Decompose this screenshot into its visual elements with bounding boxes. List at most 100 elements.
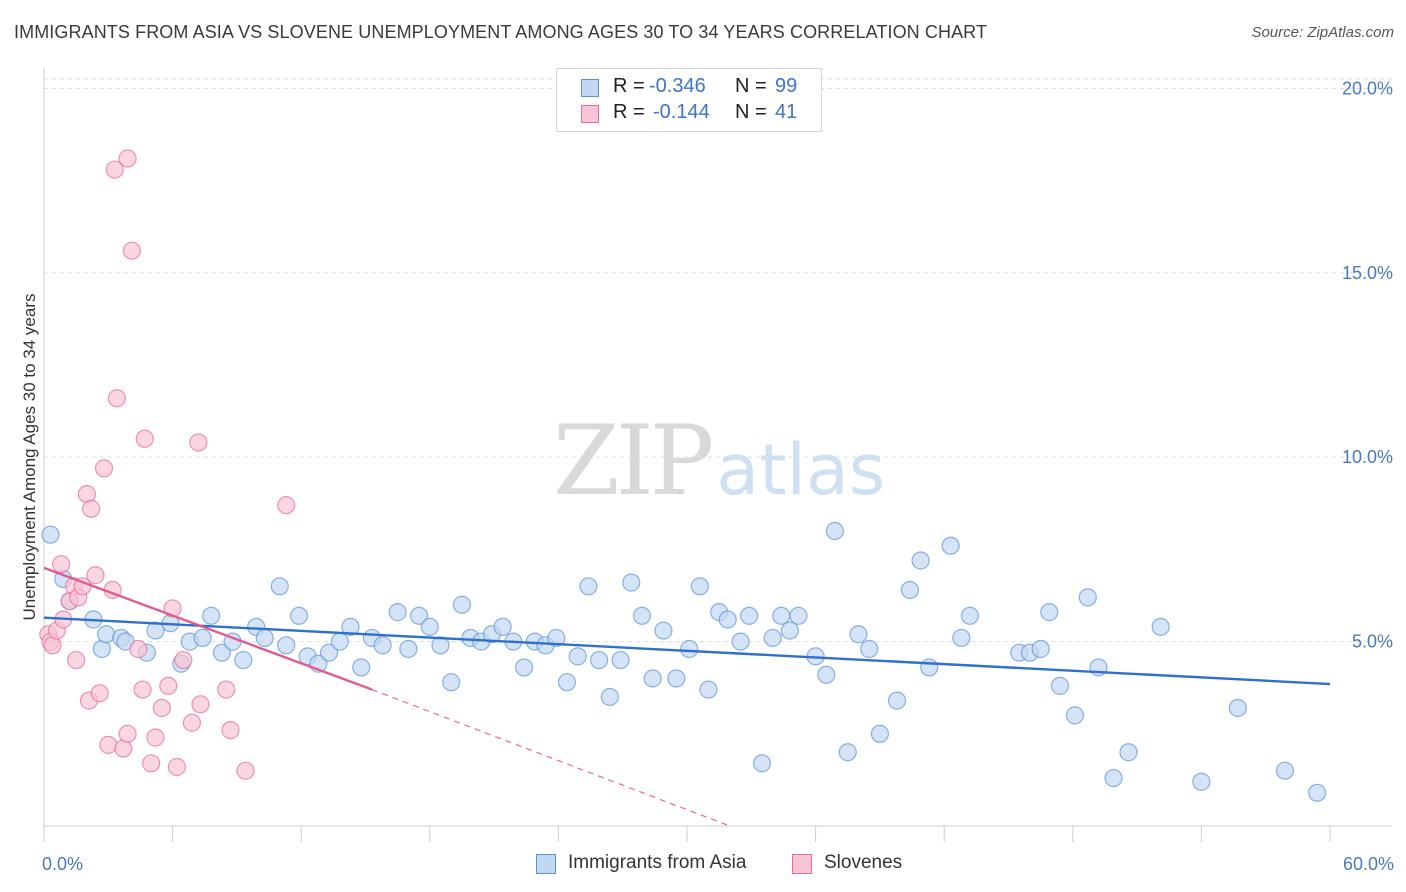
point-slovenes-38 [221,721,240,740]
chart-title: IMMIGRANTS FROM ASIA VS SLOVENE UNEMPLOY… [14,22,988,42]
point-asia-77 [887,691,907,710]
point-asia-31 [388,603,407,622]
point-asia-13 [193,628,212,648]
point-asia-17 [234,650,253,670]
point-slovenes-21 [118,724,137,743]
x-tick-label-0: 0.0% [42,854,83,874]
point-asia-73 [838,743,857,762]
trend-line-asia [43,616,1331,686]
point-slovenes-14 [86,566,105,585]
point-asia-35 [431,636,450,655]
point-slovenes-36 [191,695,210,714]
point-slovenes-8 [67,650,86,670]
point-asia-36 [442,673,461,692]
label-layer: 5.0% 10.0% 15.0% 20.0% 0.0% 60.0% [42,78,1394,874]
point-asia-20 [270,577,289,596]
point-asia-5 [97,625,116,644]
point-asia-78 [900,580,920,600]
point-slovenes-39 [217,680,236,699]
point-slovenes-27 [135,429,154,448]
y-tick-label-10: 10.0% [1342,447,1393,467]
point-asia-72 [825,521,844,541]
point-asia-86 [1031,639,1050,659]
axis-layer [43,68,1392,842]
asia-n-label: N = [735,75,767,97]
trend-line-slovenes-extension [371,688,731,827]
point-asia-67 [772,606,791,625]
slovenes-r-label: R = [613,101,645,123]
point-asia-93 [1119,743,1138,762]
point-asia-64 [740,606,759,625]
legend-slovenes-label: Slovenes [824,852,903,873]
point-slovenes-40 [236,761,255,780]
point-asia-9 [146,621,165,640]
point-asia-95 [1192,772,1211,791]
point-slovenes-24 [133,680,152,699]
point-slovenes-30 [152,698,171,718]
point-slovenes-17 [99,735,118,754]
point-slovenes-29 [146,728,165,747]
point-asia-48 [568,647,587,666]
point-asia-56 [654,621,673,640]
point-slovenes-16 [94,459,114,478]
point-asia-25 [319,643,339,662]
legend-slovenes-swatch [792,854,812,874]
point-slovenes-19 [107,389,126,408]
point-asia-82 [952,628,971,648]
legend-asia-swatch [536,854,556,874]
x-tick-label-60: 60.0% [1343,854,1394,874]
trend-line-slovenes [43,566,373,691]
point-asia-50 [590,650,609,670]
point-asia-94 [1151,617,1170,636]
point-slovenes-22 [122,241,141,260]
point-asia-32 [399,639,418,659]
point-asia-69 [789,606,808,625]
point-slovenes-33 [167,757,186,777]
point-asia-88 [1050,676,1070,695]
point-slovenes-28 [142,754,161,773]
point-asia-22 [289,606,309,625]
chart-source: Source: ZipAtlas.com [1251,24,1394,41]
asia-swatch [581,79,599,97]
point-asia-30 [373,636,392,655]
grid-layer [44,78,1392,643]
point-asia-0 [41,525,60,544]
point-slovenes-35 [182,713,201,732]
point-asia-54 [632,606,652,625]
point-slovenes-31 [159,676,178,695]
point-asia-71 [817,665,836,684]
point-slovenes-37 [189,433,208,452]
point-asia-33 [409,606,429,625]
point-asia-60 [699,680,718,699]
point-asia-46 [547,628,566,648]
point-slovenes-23 [129,639,148,659]
point-asia-68 [780,621,799,640]
point-asia-87 [1040,603,1059,622]
point-asia-55 [643,669,662,688]
legend-asia-label: Immigrants from Asia [568,852,747,873]
point-asia-97 [1275,761,1295,780]
slovenes-n-label: N = [735,101,767,123]
asia-r-label: R = [613,75,645,97]
slovenes-n-value: 41 [775,101,798,123]
point-asia-83 [960,606,980,625]
point-slovenes-4 [52,555,71,574]
watermark-zip: ZIP [553,405,714,517]
y-tick-label-20: 20.0% [1342,78,1393,98]
point-asia-21 [277,636,296,655]
point-asia-79 [911,551,930,570]
point-asia-66 [763,628,782,648]
point-asia-52 [611,650,630,670]
asia-r-value: -0.346 [649,75,706,97]
y-tick-label-5: 5.0% [1352,632,1393,652]
point-asia-49 [579,577,598,596]
point-asia-90 [1078,588,1097,607]
point-asia-92 [1104,768,1123,788]
slovenes-r-value: -0.144 [653,101,710,123]
points-layer [39,149,1327,802]
y-tick-label-15: 15.0% [1342,263,1393,283]
point-asia-65 [752,754,772,773]
slovenes-swatch [581,105,599,123]
point-asia-59 [690,577,709,596]
